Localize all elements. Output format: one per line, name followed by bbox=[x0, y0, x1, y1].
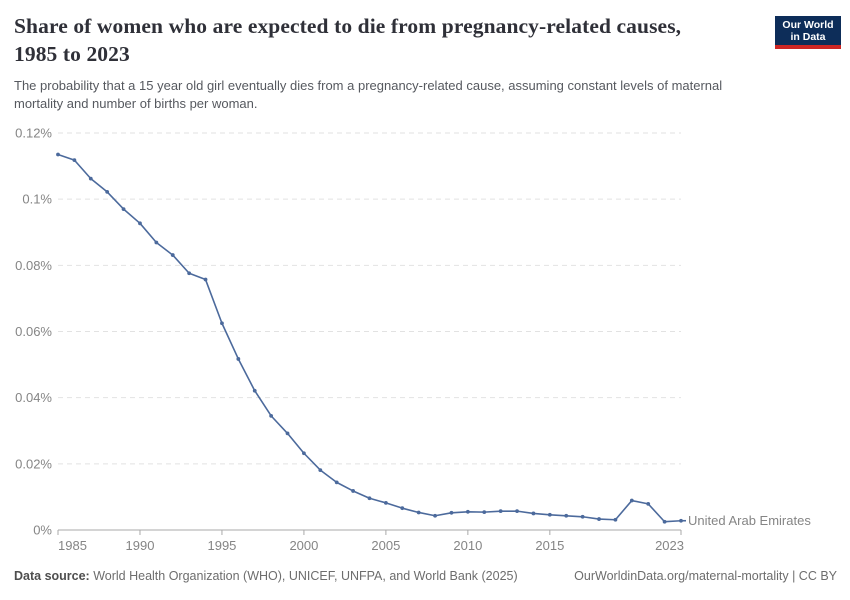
data-point[interactable] bbox=[351, 489, 356, 493]
data-point[interactable] bbox=[187, 271, 192, 276]
data-point[interactable] bbox=[72, 158, 77, 163]
data-point[interactable] bbox=[449, 510, 454, 515]
data-point[interactable] bbox=[416, 510, 421, 515]
y-tick-label: 0.08% bbox=[15, 258, 52, 273]
data-point[interactable] bbox=[433, 513, 437, 518]
data-point[interactable] bbox=[285, 431, 290, 436]
y-tick-label: 0% bbox=[33, 523, 52, 538]
data-point[interactable] bbox=[613, 517, 618, 522]
data-point[interactable] bbox=[318, 468, 323, 473]
data-point[interactable] bbox=[564, 513, 569, 518]
data-source-note: Data source: World Health Organization (… bbox=[14, 568, 518, 584]
y-tick-label: 0.12% bbox=[15, 126, 52, 141]
x-tick-label: 2010 bbox=[453, 538, 482, 553]
data-point[interactable] bbox=[56, 152, 60, 157]
owid-logo-text-line1: Our World bbox=[782, 19, 834, 31]
chart-header: Share of women who are expected to die f… bbox=[14, 12, 764, 113]
data-point[interactable] bbox=[597, 517, 601, 521]
owid-logo: Our World in Data bbox=[775, 16, 841, 49]
data-point[interactable] bbox=[482, 510, 487, 515]
data-point[interactable] bbox=[220, 321, 224, 326]
data-point[interactable] bbox=[465, 509, 470, 514]
y-tick-label: 0.02% bbox=[15, 456, 52, 471]
x-tick-label: 2000 bbox=[289, 538, 318, 553]
x-tick-label: 1985 bbox=[58, 538, 87, 553]
data-source-label: Data source: bbox=[14, 569, 90, 583]
x-tick-label: 2005 bbox=[371, 538, 400, 553]
data-point[interactable] bbox=[252, 388, 257, 393]
data-point[interactable] bbox=[203, 277, 208, 282]
data-point[interactable] bbox=[334, 480, 339, 485]
data-point[interactable] bbox=[170, 253, 175, 257]
x-tick-label: 1990 bbox=[126, 538, 155, 553]
x-tick-label: 2023 bbox=[655, 538, 684, 553]
data-point[interactable] bbox=[269, 413, 274, 418]
chart-subtitle: The probability that a 15 year old girl … bbox=[14, 78, 723, 111]
owid-logo-text-line2: in Data bbox=[790, 31, 826, 43]
x-tick-label: 2015 bbox=[535, 538, 564, 553]
data-point[interactable] bbox=[498, 509, 503, 514]
data-point[interactable] bbox=[367, 496, 372, 501]
data-line[interactable] bbox=[57, 153, 682, 523]
data-point[interactable] bbox=[138, 221, 142, 226]
data-point[interactable] bbox=[580, 514, 585, 519]
data-point[interactable] bbox=[629, 498, 634, 503]
data-point[interactable] bbox=[88, 176, 93, 181]
y-tick-label: 0.04% bbox=[15, 390, 52, 405]
data-point[interactable] bbox=[383, 500, 388, 505]
data-point[interactable] bbox=[547, 512, 552, 517]
chart-footer: Data source: World Health Organization (… bbox=[14, 568, 837, 584]
data-point[interactable] bbox=[154, 240, 159, 245]
data-point[interactable] bbox=[105, 189, 110, 194]
data-point[interactable] bbox=[662, 519, 667, 524]
data-point[interactable] bbox=[531, 511, 536, 516]
data-point[interactable] bbox=[646, 501, 651, 506]
owid-attribution-link[interactable]: OurWorldinData.org/maternal-mortality | … bbox=[574, 569, 837, 583]
y-tick-label: 0.06% bbox=[15, 324, 52, 339]
data-point[interactable] bbox=[121, 207, 126, 211]
data-point[interactable] bbox=[302, 451, 306, 456]
data-point[interactable] bbox=[400, 506, 405, 511]
data-point[interactable] bbox=[236, 357, 241, 361]
x-tick-label: 1995 bbox=[207, 538, 236, 553]
data-source-text: World Health Organization (WHO), UNICEF,… bbox=[89, 569, 518, 583]
data-point[interactable] bbox=[515, 509, 519, 514]
y-tick-label: 0.1% bbox=[22, 192, 52, 207]
chart-title: Share of women who are expected to die f… bbox=[14, 14, 682, 66]
series-end-label[interactable]: United Arab Emirates bbox=[688, 513, 811, 528]
